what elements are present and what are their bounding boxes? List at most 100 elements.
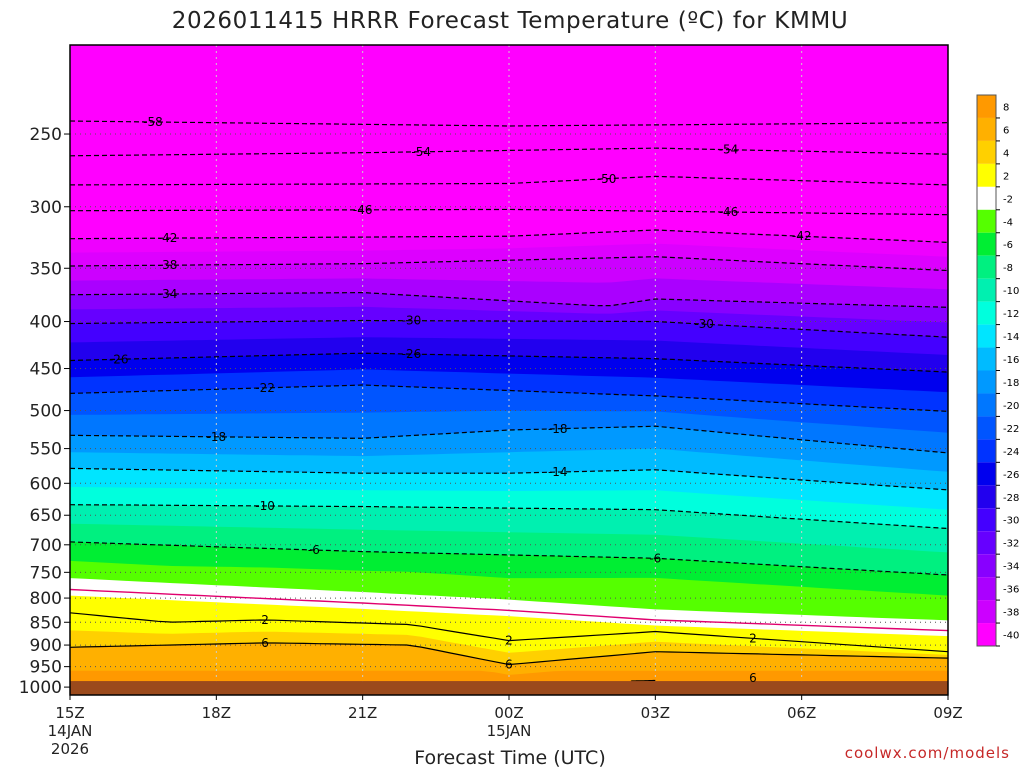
contour-label: -22 bbox=[255, 381, 275, 395]
isotherm-line bbox=[70, 642, 948, 666]
colorbar-label: -28 bbox=[1003, 493, 1019, 504]
colorbar-swatch bbox=[977, 278, 996, 302]
y-tick-label: 450 bbox=[30, 360, 62, 380]
y-tick-label: 250 bbox=[30, 125, 62, 145]
colorbar-swatch bbox=[977, 600, 996, 624]
contour-label: -42 bbox=[158, 231, 178, 245]
contour-label: 2 bbox=[261, 613, 269, 627]
contour-label: -46 bbox=[353, 203, 373, 217]
isotherm-line bbox=[70, 256, 948, 272]
isotherm-contours bbox=[70, 120, 948, 682]
colorbar-label: 4 bbox=[1003, 148, 1009, 159]
colorbar-swatch bbox=[977, 117, 996, 141]
colorbar-swatch bbox=[977, 347, 996, 371]
contour-label: -6 bbox=[308, 543, 320, 557]
colorbar-label: -34 bbox=[1003, 562, 1019, 573]
colorbar-label: -8 bbox=[1003, 263, 1013, 274]
colorbar-swatch bbox=[977, 301, 996, 325]
y-tick-label: 750 bbox=[30, 563, 62, 583]
y-tick-label: 950 bbox=[30, 658, 62, 678]
colorbar-swatch bbox=[977, 462, 996, 486]
x-axis-title: Forecast Time (UTC) bbox=[414, 747, 605, 768]
colorbar-swatch bbox=[977, 163, 996, 187]
colorbar-label: -30 bbox=[1003, 516, 1019, 527]
colorbar-swatch bbox=[977, 393, 996, 417]
isotherm-line bbox=[70, 612, 948, 653]
contour-label: -46 bbox=[719, 205, 739, 219]
isotherm-line bbox=[70, 384, 948, 412]
credit-link[interactable]: coolwx.com/models bbox=[845, 744, 1010, 762]
colorbar-label: -24 bbox=[1003, 447, 1019, 458]
contour-label: 6 bbox=[749, 671, 757, 685]
colorbar-swatch bbox=[977, 577, 996, 601]
colorbar-label: -10 bbox=[1003, 286, 1019, 297]
contour-label: -54 bbox=[719, 143, 739, 157]
colorbar-label: -14 bbox=[1003, 332, 1019, 343]
y-tick-label: 650 bbox=[30, 506, 62, 526]
colorbar-swatch bbox=[977, 232, 996, 256]
colorbar-swatch bbox=[977, 439, 996, 463]
colorbar-swatch bbox=[977, 324, 996, 348]
contour-label: -54 bbox=[411, 145, 431, 159]
contour-label: -30 bbox=[402, 314, 422, 328]
ground-fill bbox=[70, 681, 948, 695]
freezing-line bbox=[70, 588, 948, 632]
contour-labels: -58 -54 -54 -50 -46 -46 -42 -42 -38 -34 -30 -30 -26 -… bbox=[109, 115, 812, 685]
contour-label: -30 bbox=[694, 317, 714, 331]
y-tick-label: 550 bbox=[30, 440, 62, 460]
x-tick-label: 18Z bbox=[202, 704, 231, 722]
contour-label: -26 bbox=[402, 347, 422, 361]
colorbar-swatch bbox=[977, 186, 996, 210]
isotherm-line bbox=[70, 120, 948, 127]
contour-label: -50 bbox=[597, 172, 617, 186]
colorbar-swatch bbox=[977, 370, 996, 394]
colorbar-label: -32 bbox=[1003, 539, 1019, 550]
colorbar-swatch bbox=[977, 209, 996, 233]
contour-label: 6 bbox=[505, 658, 513, 672]
x-tick-label: 15Z bbox=[55, 704, 84, 722]
y-tick-label: 900 bbox=[30, 636, 62, 656]
colorbar-label: -26 bbox=[1003, 470, 1019, 481]
contour-label: -6 bbox=[649, 551, 661, 565]
colorbar-label: -16 bbox=[1003, 355, 1019, 366]
contour-label: -10 bbox=[255, 499, 275, 513]
colorbar-label: -36 bbox=[1003, 585, 1019, 596]
colorbar-swatch bbox=[977, 140, 996, 164]
x-tick-label: 00Z bbox=[494, 704, 523, 722]
contour-label: -42 bbox=[792, 229, 812, 243]
colorbar-swatch bbox=[977, 255, 996, 279]
contour-label: 2 bbox=[505, 634, 513, 648]
chart-title: 2026011415 HRRR Forecast Temperature (ºC… bbox=[172, 8, 849, 34]
x-tick-date: 14JAN bbox=[48, 722, 93, 740]
colorbar-label: 2 bbox=[1003, 171, 1009, 182]
isotherm-line bbox=[70, 425, 948, 454]
colorbar-label: -20 bbox=[1003, 401, 1019, 412]
y-axis: 250 300 350 400 450 500 550 600 650 700 750 800 850 9… bbox=[19, 125, 70, 698]
colorbar-label: -22 bbox=[1003, 424, 1019, 435]
y-tick-label: 800 bbox=[30, 589, 62, 609]
colorbar-swatch bbox=[977, 485, 996, 509]
contour-label: -18 bbox=[207, 430, 227, 444]
isotherm-line bbox=[70, 504, 948, 530]
isotherm-line bbox=[70, 541, 948, 576]
colorbar-label: 6 bbox=[1003, 125, 1009, 136]
x-tick-label: 06Z bbox=[787, 704, 816, 722]
colorbar-label: -18 bbox=[1003, 378, 1019, 389]
contour-label: 6 bbox=[261, 636, 269, 650]
contour-label: -14 bbox=[548, 465, 568, 479]
y-tick-label: 1000 bbox=[19, 678, 62, 698]
contour-label: -26 bbox=[109, 352, 129, 366]
isotherm-line bbox=[70, 319, 948, 338]
isotherm-line bbox=[630, 679, 656, 682]
isotherm-line bbox=[70, 291, 948, 308]
colorbar-swatch bbox=[977, 531, 996, 555]
isotherm-line bbox=[70, 229, 948, 243]
colorbar-label: -40 bbox=[1003, 631, 1019, 642]
y-tick-label: 700 bbox=[30, 536, 62, 556]
y-tick-label: 850 bbox=[30, 613, 62, 633]
colorbar-label: -6 bbox=[1003, 240, 1013, 251]
colorbar-swatch bbox=[977, 623, 996, 646]
y-tick-label: 500 bbox=[30, 402, 62, 422]
